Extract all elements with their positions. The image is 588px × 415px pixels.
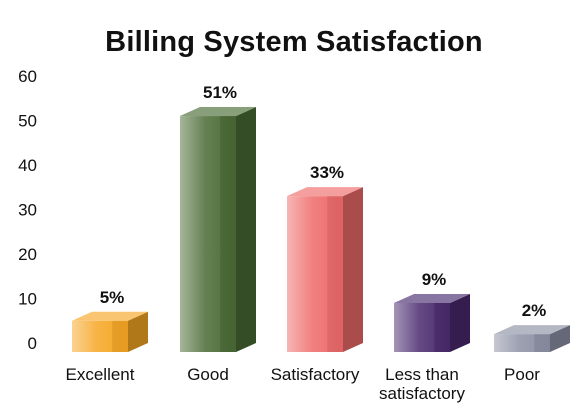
data-label: 2% (522, 301, 547, 320)
chart-title: Billing System Satisfaction (105, 26, 483, 58)
bar-less-than-satisfactory (394, 293, 470, 352)
y-tick-label: 40 (18, 156, 37, 175)
bar-side-face (450, 293, 470, 352)
bar-side-face (343, 187, 363, 352)
data-labels: 5% 51% 33% 9% 2% (100, 83, 547, 320)
bar-side-face (550, 325, 570, 352)
bar-good (180, 107, 256, 352)
x-tick-label: Good (187, 365, 229, 384)
y-tick-label: 30 (18, 201, 37, 220)
bar-side-face (128, 311, 148, 352)
data-label: 9% (422, 270, 447, 289)
x-tick-label: Excellent (66, 365, 135, 384)
y-tick-label: 60 (18, 67, 37, 86)
y-tick-label: 10 (18, 290, 37, 309)
bar-top-face (72, 311, 148, 321)
x-tick-label: Less than satisfactory (379, 365, 465, 403)
bar-shade-stripe (112, 320, 128, 352)
bars (72, 107, 570, 352)
bar-shade-stripe (534, 334, 550, 352)
data-label: 51% (203, 83, 237, 102)
bar-side-face (236, 107, 256, 352)
x-tick-label: Poor (504, 365, 540, 384)
bar-shade-stripe (434, 302, 450, 352)
x-axis: Excellent Good Satisfactory Less than satisf… (66, 365, 541, 403)
bar-top-face (287, 187, 363, 197)
bar-poor (494, 325, 570, 352)
bar-top-face (494, 325, 570, 335)
bar-satisfactory (287, 187, 363, 352)
bar-top-face (394, 293, 470, 303)
y-axis: 0 10 20 30 40 50 60 (18, 67, 37, 353)
y-tick-label: 20 (18, 245, 37, 264)
data-label: 5% (100, 288, 125, 307)
bar-shade-stripe (327, 196, 343, 352)
y-tick-label: 50 (18, 112, 37, 131)
y-tick-label: 0 (28, 334, 37, 353)
bar-shade-stripe (220, 116, 236, 352)
bar-top-face (180, 107, 256, 117)
data-label: 33% (310, 163, 344, 182)
bar-excellent (72, 311, 148, 352)
x-tick-label: Satisfactory (271, 365, 360, 384)
